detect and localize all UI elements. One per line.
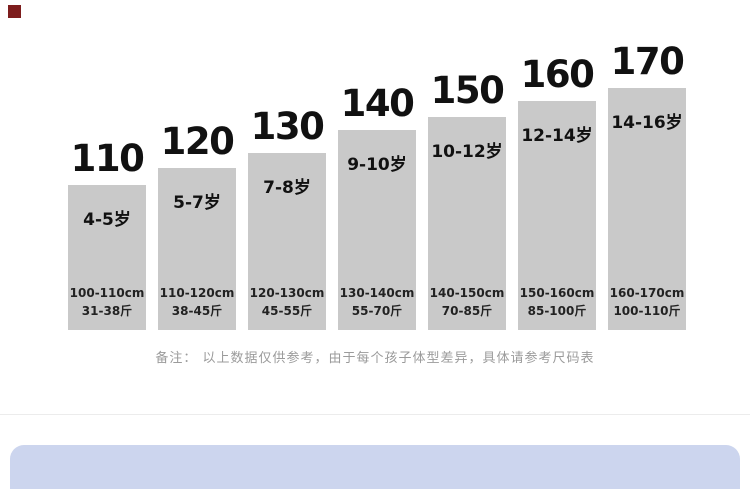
age-range: 9-10岁 xyxy=(347,155,407,175)
age-range: 12-14岁 xyxy=(521,126,593,146)
size-bar: 5-7岁 110-120cm 38-45斤 xyxy=(158,168,236,330)
age-range: 14-16岁 xyxy=(611,113,683,133)
weight-range: 100-110斤 xyxy=(613,303,681,318)
size-spec: 160-170cm 100-110斤 xyxy=(610,285,685,330)
size-column-110: 110 4-5岁 100-110cm 31-38斤 xyxy=(68,140,146,330)
divider-line xyxy=(0,414,750,415)
size-bar: 7-8岁 120-130cm 45-55斤 xyxy=(248,153,326,330)
size-column-150: 150 10-12岁 140-150cm 70-85斤 xyxy=(428,72,506,330)
weight-range: 31-38斤 xyxy=(81,303,133,318)
height-range: 110-120cm xyxy=(159,286,235,301)
weight-range: 38-45斤 xyxy=(171,303,223,318)
height-range: 100-110cm xyxy=(69,286,145,301)
size-bar: 12-14岁 150-160cm 85-100斤 xyxy=(518,101,596,330)
size-label: 150 xyxy=(430,69,505,112)
height-range: 140-150cm xyxy=(429,286,505,301)
size-label: 140 xyxy=(340,82,415,125)
size-column-170: 170 14-16岁 160-170cm 100-110斤 xyxy=(608,43,686,330)
size-label: 130 xyxy=(250,105,325,148)
age-range: 4-5岁 xyxy=(83,210,131,230)
size-column-140: 140 9-10岁 130-140cm 55-70斤 xyxy=(338,85,416,330)
weight-range: 55-70斤 xyxy=(351,303,403,318)
size-bar: 9-10岁 130-140cm 55-70斤 xyxy=(338,130,416,330)
size-column-120: 120 5-7岁 110-120cm 38-45斤 xyxy=(158,123,236,330)
size-spec: 110-120cm 38-45斤 xyxy=(160,285,235,330)
age-range: 5-7岁 xyxy=(173,193,221,213)
height-range: 120-130cm xyxy=(249,286,325,301)
size-label: 160 xyxy=(520,53,595,96)
age-range: 7-8岁 xyxy=(263,178,311,198)
size-spec: 140-150cm 70-85斤 xyxy=(430,285,505,330)
size-bar: 4-5岁 100-110cm 31-38斤 xyxy=(68,185,146,330)
size-bar: 10-12岁 140-150cm 70-85斤 xyxy=(428,117,506,330)
size-column-160: 160 12-14岁 150-160cm 85-100斤 xyxy=(518,56,596,330)
weight-range: 85-100斤 xyxy=(527,303,587,318)
size-spec: 130-140cm 55-70斤 xyxy=(340,285,415,330)
size-label: 110 xyxy=(70,137,145,180)
height-range: 150-160cm xyxy=(519,286,595,301)
footnote: 备注： 以上数据仅供参考，由于每个孩子体型差异，具体请参考尺码表 xyxy=(155,351,595,366)
height-range: 160-170cm xyxy=(609,286,685,301)
weight-range: 45-55斤 xyxy=(261,303,313,318)
footer-panel xyxy=(10,445,740,489)
brand-mark-square xyxy=(8,5,21,18)
size-label: 120 xyxy=(160,120,235,163)
size-spec: 120-130cm 45-55斤 xyxy=(250,285,325,330)
size-spec: 150-160cm 85-100斤 xyxy=(520,285,595,330)
size-bars-chart: 110 4-5岁 100-110cm 31-38斤 120 5-7岁 110-1… xyxy=(68,0,686,330)
size-column-130: 130 7-8岁 120-130cm 45-55斤 xyxy=(248,108,326,330)
weight-range: 70-85斤 xyxy=(441,303,493,318)
size-bar: 14-16岁 160-170cm 100-110斤 xyxy=(608,88,686,330)
size-label: 170 xyxy=(610,40,685,83)
size-spec: 100-110cm 31-38斤 xyxy=(70,285,145,330)
height-range: 130-140cm xyxy=(339,286,415,301)
age-range: 10-12岁 xyxy=(431,142,503,162)
